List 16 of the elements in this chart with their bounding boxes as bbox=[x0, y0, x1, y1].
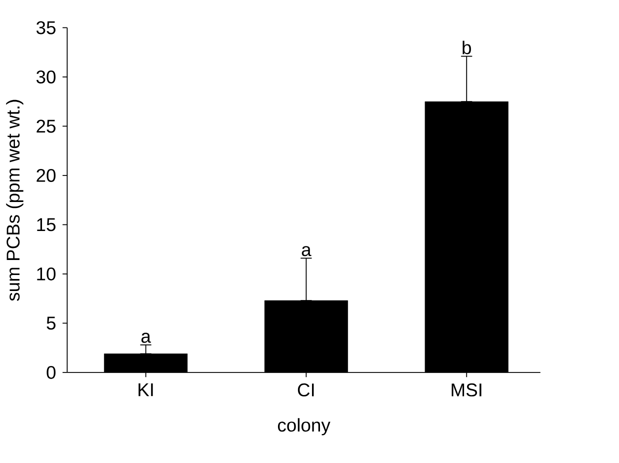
y-tick-label: 5 bbox=[46, 316, 56, 330]
x-tick-label: MSI bbox=[452, 383, 482, 396]
annotation: a bbox=[141, 332, 151, 343]
y-tick-label: 10 bbox=[37, 267, 56, 280]
y-tick-label: 30 bbox=[36, 70, 56, 84]
annotation: b bbox=[462, 40, 471, 54]
y-tick-label: 20 bbox=[36, 168, 56, 182]
y-tick-label: 0 bbox=[46, 366, 56, 379]
x-tick-label: CI bbox=[298, 383, 314, 396]
x-axis-title: colony bbox=[278, 418, 330, 436]
annotation: a bbox=[302, 246, 312, 256]
y-axis-title: sum PCBs (ppm wet wt.) bbox=[6, 100, 24, 301]
x-tick-label: KI bbox=[138, 383, 153, 396]
y-tick-label: 15 bbox=[37, 218, 56, 232]
y-tick-label: 25 bbox=[36, 120, 56, 133]
y-tick-label: 35 bbox=[36, 21, 56, 34]
